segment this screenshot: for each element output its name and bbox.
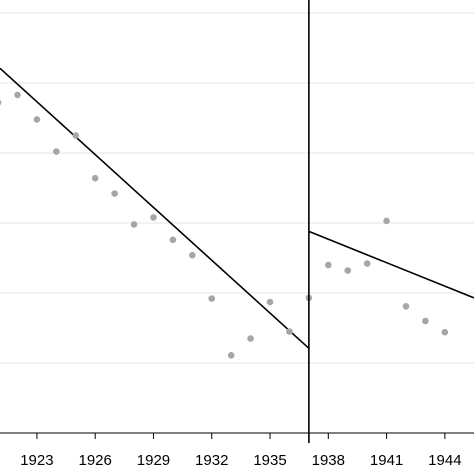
data-points [0, 91, 449, 359]
fit-line-1 [0, 67, 310, 349]
data-point [286, 328, 293, 335]
data-point [150, 214, 157, 221]
x-tick-label: 1932 [195, 452, 228, 469]
x-tick-label: 1926 [79, 452, 112, 469]
data-point [111, 190, 118, 197]
data-point [325, 261, 332, 269]
data-point [247, 335, 254, 342]
data-point [344, 267, 352, 274]
data-point [208, 295, 216, 302]
data-point [189, 251, 196, 259]
data-point [383, 217, 390, 225]
data-point [441, 328, 449, 336]
data-point [363, 260, 371, 267]
x-tick-label: 1941 [370, 452, 403, 469]
data-point [422, 317, 429, 325]
x-tick-label: 1935 [253, 452, 286, 469]
x-tick-label: 1923 [20, 452, 53, 469]
data-point [130, 221, 138, 228]
x-tick-label: 1938 [312, 452, 345, 469]
data-point [402, 303, 410, 310]
data-point [53, 148, 60, 155]
fit-lines [0, 67, 474, 349]
data-point [266, 298, 274, 306]
data-point [227, 352, 235, 359]
data-point [14, 91, 21, 99]
data-point [0, 99, 2, 106]
gridlines [0, 12, 474, 364]
data-point [33, 116, 41, 123]
axes [0, 0, 474, 443]
data-point [169, 236, 177, 244]
data-point [91, 174, 99, 182]
x-tick-label: 1944 [428, 452, 461, 469]
fit-line-2 [308, 230, 474, 299]
data-point [72, 132, 80, 139]
x-tick-label: 1929 [137, 452, 170, 469]
x-tick-labels: 1923 1926 1929 1932 1935 1938 1941 1944 [20, 452, 461, 469]
